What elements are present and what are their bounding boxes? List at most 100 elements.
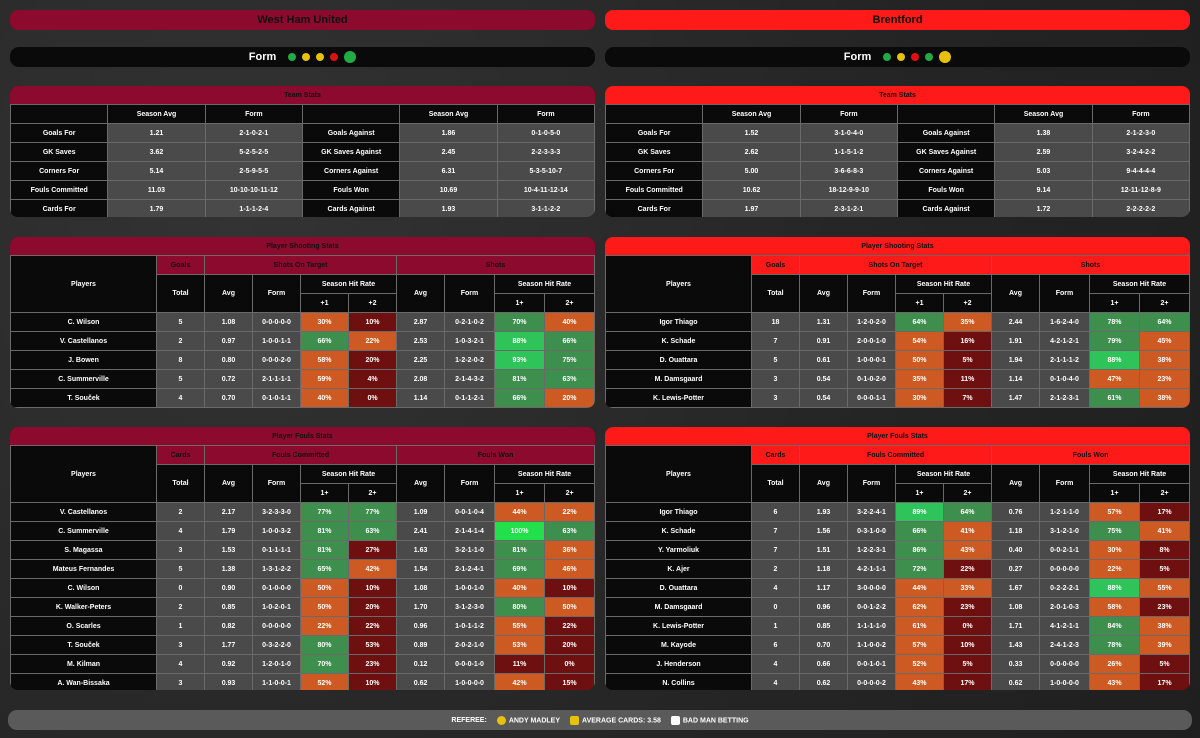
player-fouls-stats-panel: Player Fouls Stats Players Cards Fouls Comm… [605,427,1190,690]
player-avg: 0.76 [991,502,1041,522]
player-name: K. Lewis-Potter [605,616,752,636]
form-bar: Form [605,47,1190,67]
hit-rate-cell: 77% [300,502,349,522]
player-avg: 1.09 [396,502,446,522]
player-name: O. Scarles [10,616,157,636]
hit-rate-cell: 23% [942,597,993,617]
player-name: Igor Thiago [605,312,752,332]
avg-header: Avg [799,464,848,503]
player-name: K. Ajer [605,559,752,579]
player-form: 0-0-0-1-1 [847,388,896,408]
player-row: S. Magassa 3 1.53 0-1-1-1-1 81% 27% 1.63 3-2-1-… [10,540,595,560]
player-fouls-stats-table: Players Cards Fouls Committed Fouls Won Tota… [10,445,595,690]
stat-season-avg: 6.31 [399,161,498,181]
player-form: 0-0-0-0-0 [252,616,301,636]
hit-rate-cell: 43% [895,673,944,690]
players-header: Players [10,255,157,313]
hit-rate-cell: 42% [494,673,546,690]
total-header: Total [156,464,205,503]
team-stats-row: Cards For 1.79 1-1-1-2-4 Cards Against 1.93 3… [10,199,595,217]
player-avg: 0.85 [799,616,848,636]
hit-rate-cell: 38% [1139,616,1190,636]
player-avg: 1.43 [991,635,1041,655]
stat-season-avg: 2.45 [399,142,498,162]
stat-season-avg: 1.79 [107,199,206,217]
hit-rate-cell: 50% [300,578,349,598]
player-form: 3-2-2-4-1 [847,502,896,522]
player-avg: 2.44 [991,312,1040,332]
season-hit-rate-header: Season Hit Rate [895,274,992,294]
brand-name: BAD MAN BETTING [682,716,749,724]
hit-rate-cell: 75% [543,350,595,370]
player-form: 1-2-2-0-2 [444,350,495,370]
stat-season-avg: 1.97 [702,199,801,217]
hit-rate-cell: 66% [300,331,349,351]
stat-form: 10-4-11-12-14 [496,180,595,200]
form-header: Form [1039,464,1091,503]
player-avg: 0.91 [799,331,848,351]
player-row: Igor Thiago 6 1.93 3-2-2-4-1 89% 64% 0.76 1-2-1… [605,502,1190,522]
hit-rate-cell: 5% [1139,559,1190,579]
hit-rate-cell: 69% [494,559,546,579]
player-form: 1-1-1-1-0 [847,616,896,636]
hit-rate-cell: 59% [300,369,349,389]
hit-rate-cell: 62% [895,597,944,617]
group-header: Shots On Target [204,255,397,275]
player-total: 4 [751,654,800,674]
hit-rate-cell: 33% [942,578,993,598]
hit-rate-cell: 5% [1139,654,1190,674]
hit-rate-cell: 47% [1089,369,1140,389]
player-avg: 0.70 [799,635,848,655]
player-name: J. Bowen [10,350,157,370]
player-total: 5 [156,369,205,389]
threshold-header: 1+ [494,293,545,313]
hit-rate-cell: 22% [1089,559,1141,579]
season-avg-header: Season Avg [399,104,498,124]
player-total: 8 [156,350,205,370]
form-header: Form [496,104,595,124]
hit-rate-cell: 63% [544,521,595,541]
hit-rate-cell: 70% [494,312,545,332]
player-total: 5 [156,559,205,579]
player-avg: 1.53 [204,540,253,560]
hit-rate-cell: 88% [494,331,545,351]
player-avg: 1.08 [396,578,446,598]
player-name: K. Walker-Peters [10,597,157,617]
hit-rate-cell: 20% [543,388,595,408]
hit-rate-cell: 36% [544,540,595,560]
threshold-header: 1+ [1089,293,1140,313]
stat-form: 2-1-2-3-0 [1091,123,1190,143]
player-avg: 2.53 [396,331,445,351]
threshold-header: 1+ [300,483,349,503]
blank-header [896,104,996,124]
player-row: T. Souček 4 0.70 0-1-0-1-1 40% 0% 1.14 0-1-1-2-… [10,388,595,408]
stat-season-avg: 2.59 [994,142,1093,162]
player-name: J. Henderson [605,654,752,674]
player-avg: 2.17 [204,502,253,522]
threshold-header: 2+ [1139,483,1190,503]
group-header: Shots [395,255,595,275]
group-header: Fouls Committed [798,445,993,465]
player-form: 0-3-1-0-0 [847,521,896,541]
player-form: 1-3-1-2-2 [252,559,301,579]
player-name: D. Ouattara [605,350,752,370]
team-stats-panel: Team Stats Season Avg Form Season Avg Form Go… [10,86,595,217]
hit-rate-cell: 84% [1089,616,1141,636]
stat-label: Fouls Won [301,180,401,200]
team-stats-title: Team Stats [879,91,916,99]
hit-rate-cell: 39% [1139,635,1190,655]
group-header: Goals [751,255,800,275]
player-avg: 0.61 [799,350,848,370]
hit-rate-cell: 53% [347,635,398,655]
sub-header-row: Total Avg Form Season Hit Rate Avg Form Season… [11,464,595,503]
hit-rate-cell: 61% [1089,388,1140,408]
player-form: 3-1-2-3-0 [444,597,496,617]
stat-label: Corners Against [301,161,401,181]
hit-rate-cell: 78% [1089,635,1141,655]
form-dot [939,51,952,63]
player-avg: 2.25 [396,350,445,370]
hit-rate-cell: 88% [1089,578,1141,598]
player-total: 3 [156,673,205,690]
player-form: 1-1-0-0-1 [252,673,301,690]
player-avg: 0.27 [991,559,1041,579]
